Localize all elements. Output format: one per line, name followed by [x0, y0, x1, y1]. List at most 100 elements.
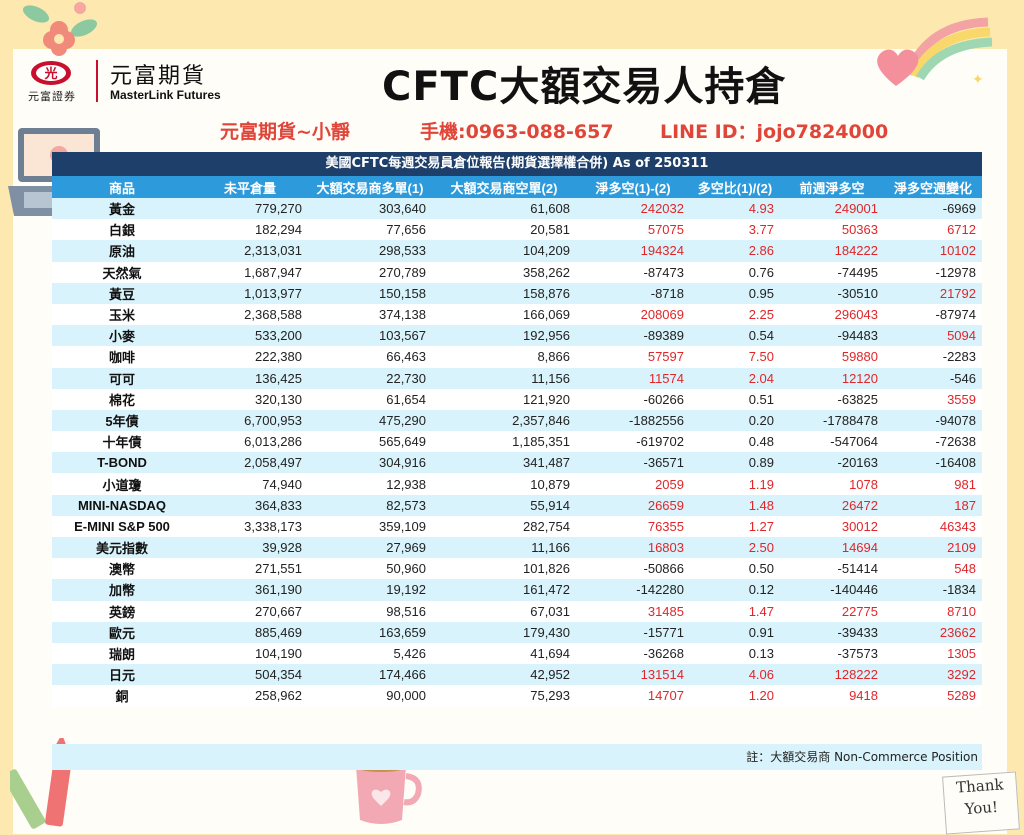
value-cell: 8710	[884, 600, 982, 622]
value-cell: -36268	[576, 642, 690, 665]
value-cell: 1.19	[690, 473, 780, 495]
value-cell: 19,192	[308, 579, 432, 601]
commodity-name-cell: 5年債	[52, 409, 192, 432]
value-cell: 50363	[780, 219, 884, 241]
table-row: 加幣 361,190 19,192 161,472 -142280 0.12 -140446…	[52, 579, 982, 601]
value-cell: 6,700,953	[192, 409, 308, 432]
table-row: 銅 258,962 90,000 75,293 14707 1.20 9418 5289	[52, 685, 982, 707]
value-cell: 0.89	[690, 452, 780, 474]
value-cell: -87974	[884, 303, 982, 326]
value-cell: 341,487	[432, 452, 576, 474]
flower-icon	[22, 2, 98, 56]
commodity-name-cell: 黃金	[52, 198, 192, 220]
logo-chinese-name: 元富期貨	[110, 64, 207, 89]
value-cell: -2283	[884, 346, 982, 368]
value-cell: -37573	[780, 642, 884, 665]
value-cell: -16408	[884, 452, 982, 474]
value-cell: 249001	[780, 198, 884, 220]
value-cell: 131514	[576, 664, 690, 686]
value-cell: 77,656	[308, 219, 432, 241]
value-cell: 182,294	[192, 219, 308, 241]
value-cell: -140446	[780, 579, 884, 601]
commodity-name-cell: 天然氣	[52, 261, 192, 283]
value-cell: 1,185,351	[432, 431, 576, 453]
value-cell: -60266	[576, 388, 690, 410]
value-cell: 0.50	[690, 558, 780, 580]
value-cell: 361,190	[192, 579, 308, 601]
value-cell: 271,551	[192, 558, 308, 580]
value-cell: 82,573	[308, 494, 432, 516]
value-cell: -546	[884, 367, 982, 389]
company-logo: 光 元富證券 元富期貨 MasterLink Futures	[26, 58, 246, 108]
logo-small-text: 元富證券	[28, 90, 76, 103]
column-header: 大額交易商多單(1)	[308, 176, 432, 198]
value-cell: -15771	[576, 621, 690, 643]
value-cell: 55,914	[432, 494, 576, 516]
value-cell: 296043	[780, 303, 884, 326]
value-cell: 30012	[780, 515, 884, 537]
value-cell: 26472	[780, 494, 884, 516]
table-row: 小道瓊 74,940 12,938 10,879 2059 1.19 1078 981	[52, 473, 982, 495]
value-cell: 194324	[576, 240, 690, 262]
contact-phone: 手機:0963-088-657	[420, 121, 614, 143]
commodity-name-cell: 玉米	[52, 303, 192, 326]
thank-you-note: Thank You!	[942, 771, 1020, 835]
table-row: 可可 136,425 22,730 11,156 11574 2.04 12120 -546	[52, 367, 982, 389]
table-row: 白銀 182,294 77,656 20,581 57075 3.77 50363 6712	[52, 219, 982, 241]
commodity-name-cell: 美元指數	[52, 537, 192, 559]
value-cell: 6,013,286	[192, 431, 308, 453]
value-cell: 0.91	[690, 621, 780, 643]
value-cell: 1305	[884, 642, 982, 665]
value-cell: 57075	[576, 219, 690, 241]
value-cell: 1.47	[690, 600, 780, 622]
commodity-name-cell: MINI-NASDAQ	[52, 494, 192, 516]
value-cell: 158,876	[432, 282, 576, 304]
value-cell: 104,209	[432, 240, 576, 262]
commodity-name-cell: 澳幣	[52, 558, 192, 580]
value-cell: -1834	[884, 579, 982, 601]
column-header: 淨多空週變化	[884, 176, 982, 198]
value-cell: 174,466	[308, 664, 432, 686]
value-cell: 12120	[780, 367, 884, 389]
column-header: 大額交易商空單(2)	[432, 176, 576, 198]
value-cell: -36571	[576, 452, 690, 474]
table-row: E-MINI S&P 500 3,338,173 359,109 282,754 763…	[52, 515, 982, 537]
value-cell: 5,426	[308, 642, 432, 665]
value-cell: 0.54	[690, 325, 780, 347]
table-body: 黃金 779,270 303,640 61,608 242032 4.93 249001 -6…	[52, 198, 982, 707]
value-cell: 0.20	[690, 409, 780, 432]
value-cell: 981	[884, 473, 982, 495]
value-cell: 304,916	[308, 452, 432, 474]
commodity-name-cell: 歐元	[52, 621, 192, 643]
value-cell: 161,472	[432, 579, 576, 601]
value-cell: -6969	[884, 198, 982, 220]
value-cell: -30510	[780, 282, 884, 304]
value-cell: 364,833	[192, 494, 308, 516]
value-cell: -72638	[884, 431, 982, 453]
cftc-positions-table: 商品 未平倉量 大額交易商多單(1) 大額交易商空單(2) 淨多空(1)-(2) 多空比(…	[52, 176, 982, 707]
value-cell: 3.77	[690, 219, 780, 241]
value-cell: 885,469	[192, 621, 308, 643]
value-cell: 258,962	[192, 685, 308, 707]
value-cell: 31485	[576, 600, 690, 622]
value-cell: 1.20	[690, 685, 780, 707]
value-cell: 565,649	[308, 431, 432, 453]
value-cell: 1,687,947	[192, 261, 308, 283]
column-header: 商品	[52, 176, 192, 198]
value-cell: 90,000	[308, 685, 432, 707]
logo-divider	[96, 60, 98, 102]
value-cell: 0.48	[690, 431, 780, 453]
value-cell: 20,581	[432, 219, 576, 241]
value-cell: -94078	[884, 409, 982, 432]
value-cell: 2.25	[690, 303, 780, 326]
table-row: 棉花 320,130 61,654 121,920 -60266 0.51 -63825 35…	[52, 388, 982, 410]
value-cell: 121,920	[432, 388, 576, 410]
value-cell: -94483	[780, 325, 884, 347]
value-cell: 26659	[576, 494, 690, 516]
value-cell: 12,938	[308, 473, 432, 495]
commodity-name-cell: T-BOND	[52, 452, 192, 474]
commodity-name-cell: 加幣	[52, 579, 192, 601]
value-cell: 57597	[576, 346, 690, 368]
value-cell: 270,667	[192, 600, 308, 622]
value-cell: 42,952	[432, 664, 576, 686]
